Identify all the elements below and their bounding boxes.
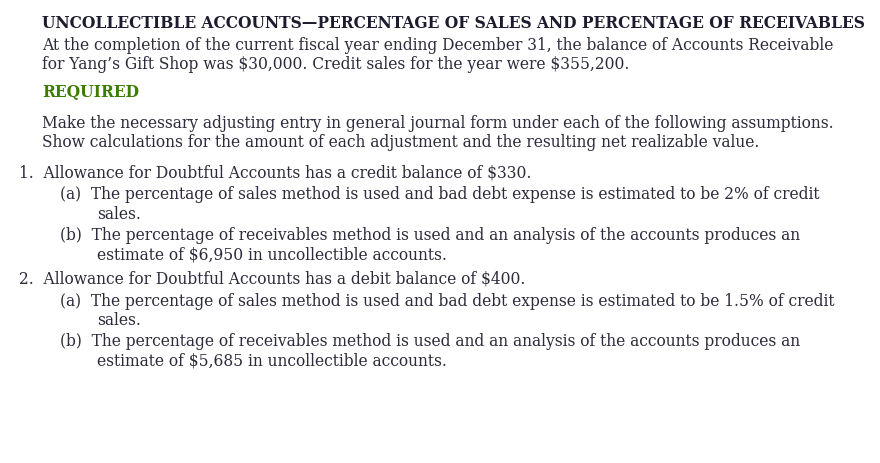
Text: Show calculations for the amount of each adjustment and the resulting net realiz: Show calculations for the amount of each… [42, 134, 759, 151]
Text: (a)  The percentage of sales method is used and bad debt expense is estimated to: (a) The percentage of sales method is us… [60, 293, 834, 310]
Text: for Yang’s Gift Shop was \$30,000. Credit sales for the year were \$355,200.: for Yang’s Gift Shop was \$30,000. Credi… [42, 56, 629, 74]
Text: REQUIRED: REQUIRED [42, 84, 139, 101]
Text: 1.  Allowance for Doubtful Accounts has a credit balance of \$330.: 1. Allowance for Doubtful Accounts has a… [19, 164, 532, 181]
Text: (b)  The percentage of receivables method is used and an analysis of the account: (b) The percentage of receivables method… [60, 227, 800, 244]
Text: sales.: sales. [97, 206, 141, 223]
Text: 2.  Allowance for Doubtful Accounts has a debit balance of \$400.: 2. Allowance for Doubtful Accounts has a… [19, 271, 525, 288]
Text: At the completion of the current fiscal year ending December 31, the balance of : At the completion of the current fiscal … [42, 37, 833, 54]
Text: (a)  The percentage of sales method is used and bad debt expense is estimated to: (a) The percentage of sales method is us… [60, 186, 819, 203]
Text: UNCOLLECTIBLE ACCOUNTS—PERCENTAGE OF SALES AND PERCENTAGE OF RECEIVABLES: UNCOLLECTIBLE ACCOUNTS—PERCENTAGE OF SAL… [42, 15, 865, 32]
Text: estimate of \$5,685 in uncollectible accounts.: estimate of \$5,685 in uncollectible acc… [97, 353, 447, 370]
Text: (b)  The percentage of receivables method is used and an analysis of the account: (b) The percentage of receivables method… [60, 333, 800, 350]
Text: estimate of \$6,950 in uncollectible accounts.: estimate of \$6,950 in uncollectible acc… [97, 246, 447, 263]
Text: Make the necessary adjusting entry in general journal form under each of the fol: Make the necessary adjusting entry in ge… [42, 115, 834, 132]
Text: sales.: sales. [97, 312, 141, 329]
